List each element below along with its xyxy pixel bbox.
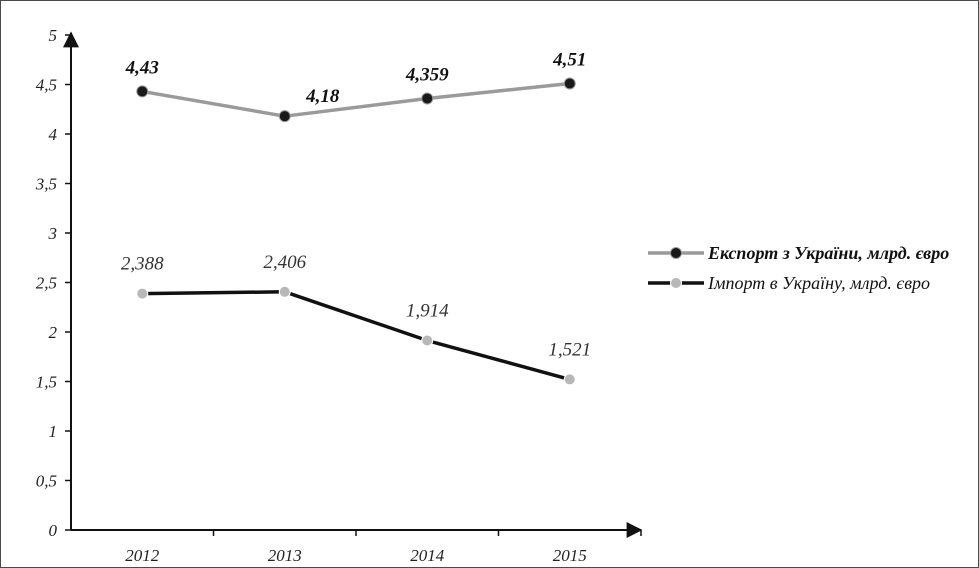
series-import: 2,388 2,406 1,914 1,521 <box>121 252 591 386</box>
y-tick-label: 2,5 <box>36 274 57 293</box>
x-tick-label: 2015 <box>553 546 587 565</box>
data-point <box>136 287 149 300</box>
data-label: 1,914 <box>406 301 449 322</box>
data-label: 4,18 <box>305 86 340 107</box>
y-tick-label: 5 <box>49 26 58 45</box>
data-label: 4,51 <box>552 50 586 71</box>
data-label: 4,359 <box>405 64 449 85</box>
x-axis-ticks: 2012 2013 2014 2015 <box>125 530 642 565</box>
data-point <box>563 77 576 90</box>
x-tick-label: 2013 <box>268 546 302 565</box>
x-tick-label: 2014 <box>410 546 445 565</box>
y-tick-label: 1 <box>49 422 58 441</box>
y-tick-label: 3,5 <box>35 175 57 194</box>
series-layer: 4,43 4,18 4,359 4,51 2,388 2,406 1,914 1,521 <box>121 50 591 386</box>
series-line <box>141 81 570 118</box>
y-tick-label: 2 <box>49 323 58 342</box>
x-tick-label: 2012 <box>125 546 160 565</box>
legend-item-import: Імпорт в Україну, млрд. євро <box>646 272 976 294</box>
legend-item-export: Експорт з України, млрд. євро <box>646 242 976 264</box>
data-point <box>421 334 434 347</box>
data-label: 2,388 <box>121 254 164 275</box>
y-tick-label: 4,5 <box>36 76 57 95</box>
y-tick-label: 1,5 <box>36 373 57 392</box>
series-export: 4,43 4,18 4,359 4,51 <box>125 50 586 123</box>
data-label: 1,521 <box>548 339 591 360</box>
legend-label-import: Імпорт в Україну, млрд. євро <box>708 273 931 293</box>
data-label: 2,406 <box>263 252 306 273</box>
data-point <box>278 285 291 298</box>
y-tick-label: 3 <box>48 224 58 243</box>
y-tick-label: 0 <box>49 521 58 540</box>
data-point <box>278 110 291 123</box>
y-tick-label: 0,5 <box>36 472 57 491</box>
legend-swatch-export <box>646 242 708 264</box>
legend-label-export: Експорт з України, млрд. євро <box>708 243 950 263</box>
y-tick-label: 4 <box>49 125 58 144</box>
data-point <box>563 373 576 386</box>
series-line <box>142 290 571 382</box>
data-point <box>421 92 434 105</box>
data-label: 4,43 <box>125 57 159 78</box>
data-point <box>136 85 149 98</box>
y-axis-ticks: 0 0,5 1 1,5 2 2,5 3 3,5 4 4,5 5 <box>35 26 71 540</box>
legend: Експорт з України, млрд. євро Імпорт в У… <box>646 242 976 302</box>
legend-swatch-import <box>646 272 708 294</box>
